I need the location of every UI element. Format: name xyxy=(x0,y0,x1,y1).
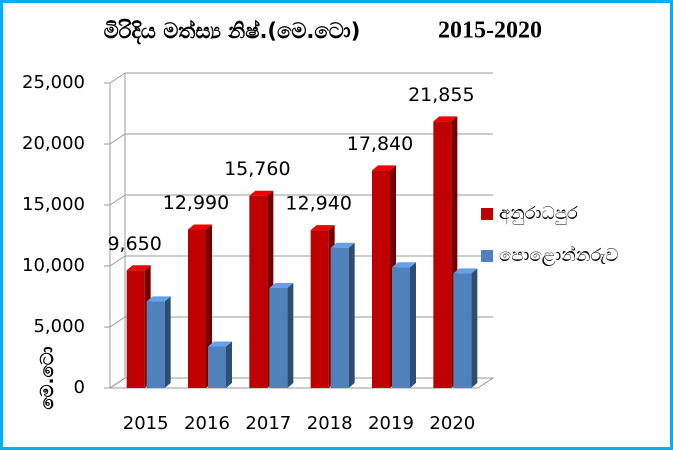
bar-top xyxy=(146,296,171,302)
bar-side xyxy=(164,296,171,388)
bar xyxy=(188,229,206,388)
bar-top xyxy=(126,265,151,271)
bar xyxy=(146,301,165,388)
bar-top xyxy=(208,341,232,347)
bar xyxy=(372,170,390,388)
bar xyxy=(208,346,226,388)
y-tick-label: 10,000 xyxy=(22,255,85,276)
chart-title: මිරිදිය මත්ස්‍ය නිෂ්.(මෙ.ටො) xyxy=(104,19,361,45)
data-label: 12,990 xyxy=(163,192,229,214)
data-label: 15,760 xyxy=(224,158,290,180)
bar-side xyxy=(287,282,294,388)
bar-side xyxy=(410,262,416,388)
data-label: 9,650 xyxy=(107,233,161,255)
bar xyxy=(392,267,410,388)
bar xyxy=(269,287,288,388)
x-tick-label: 2017 xyxy=(245,413,291,434)
grid-diag xyxy=(109,133,126,145)
chart-subtitle: 2015-2020 xyxy=(438,18,542,44)
y-tick-label: 25,000 xyxy=(22,72,85,93)
y-tick-label: 15,000 xyxy=(22,194,85,215)
x-tick-label: 2015 xyxy=(123,413,169,434)
bar-top xyxy=(269,282,294,288)
bar-top xyxy=(188,224,212,230)
bar-top xyxy=(453,268,478,274)
y-tick-label: 5,000 xyxy=(33,316,85,337)
bar xyxy=(453,273,472,388)
bar-top xyxy=(330,242,355,248)
bar xyxy=(126,270,145,388)
y-tick-label: 0 xyxy=(74,377,85,398)
x-tick-label: 2019 xyxy=(368,413,414,434)
bar-top xyxy=(392,262,416,268)
data-label: 21,855 xyxy=(408,84,474,106)
y-axis-label: මෙ.ටො xyxy=(37,346,58,409)
bar-top xyxy=(310,225,335,231)
bar xyxy=(433,121,452,388)
bar xyxy=(330,247,349,388)
legend-swatch xyxy=(481,208,493,220)
grid-diag xyxy=(109,316,126,328)
grid-diag xyxy=(109,377,126,389)
grid-diag xyxy=(109,255,126,267)
bar-top xyxy=(249,190,274,196)
x-tick-label: 2020 xyxy=(429,413,475,434)
legend-label: අනුරාධපුර xyxy=(499,203,578,225)
bar-side xyxy=(471,268,478,388)
grid-diag xyxy=(109,194,126,206)
bar xyxy=(249,195,268,388)
grid-diag xyxy=(109,72,126,84)
legend-swatch xyxy=(481,250,493,262)
data-label: 17,840 xyxy=(347,133,413,155)
bar-top xyxy=(372,165,396,171)
bar-top xyxy=(433,116,458,122)
bar-side xyxy=(226,341,232,388)
x-tick-label: 2018 xyxy=(307,413,353,434)
x-tick-label: 2016 xyxy=(184,413,230,434)
legend-label: පොළොන්නරුව xyxy=(499,245,619,266)
y-tick-label: 20,000 xyxy=(22,133,85,154)
bar xyxy=(310,230,329,388)
bar-side xyxy=(348,242,355,388)
data-label: 12,940 xyxy=(285,193,351,215)
